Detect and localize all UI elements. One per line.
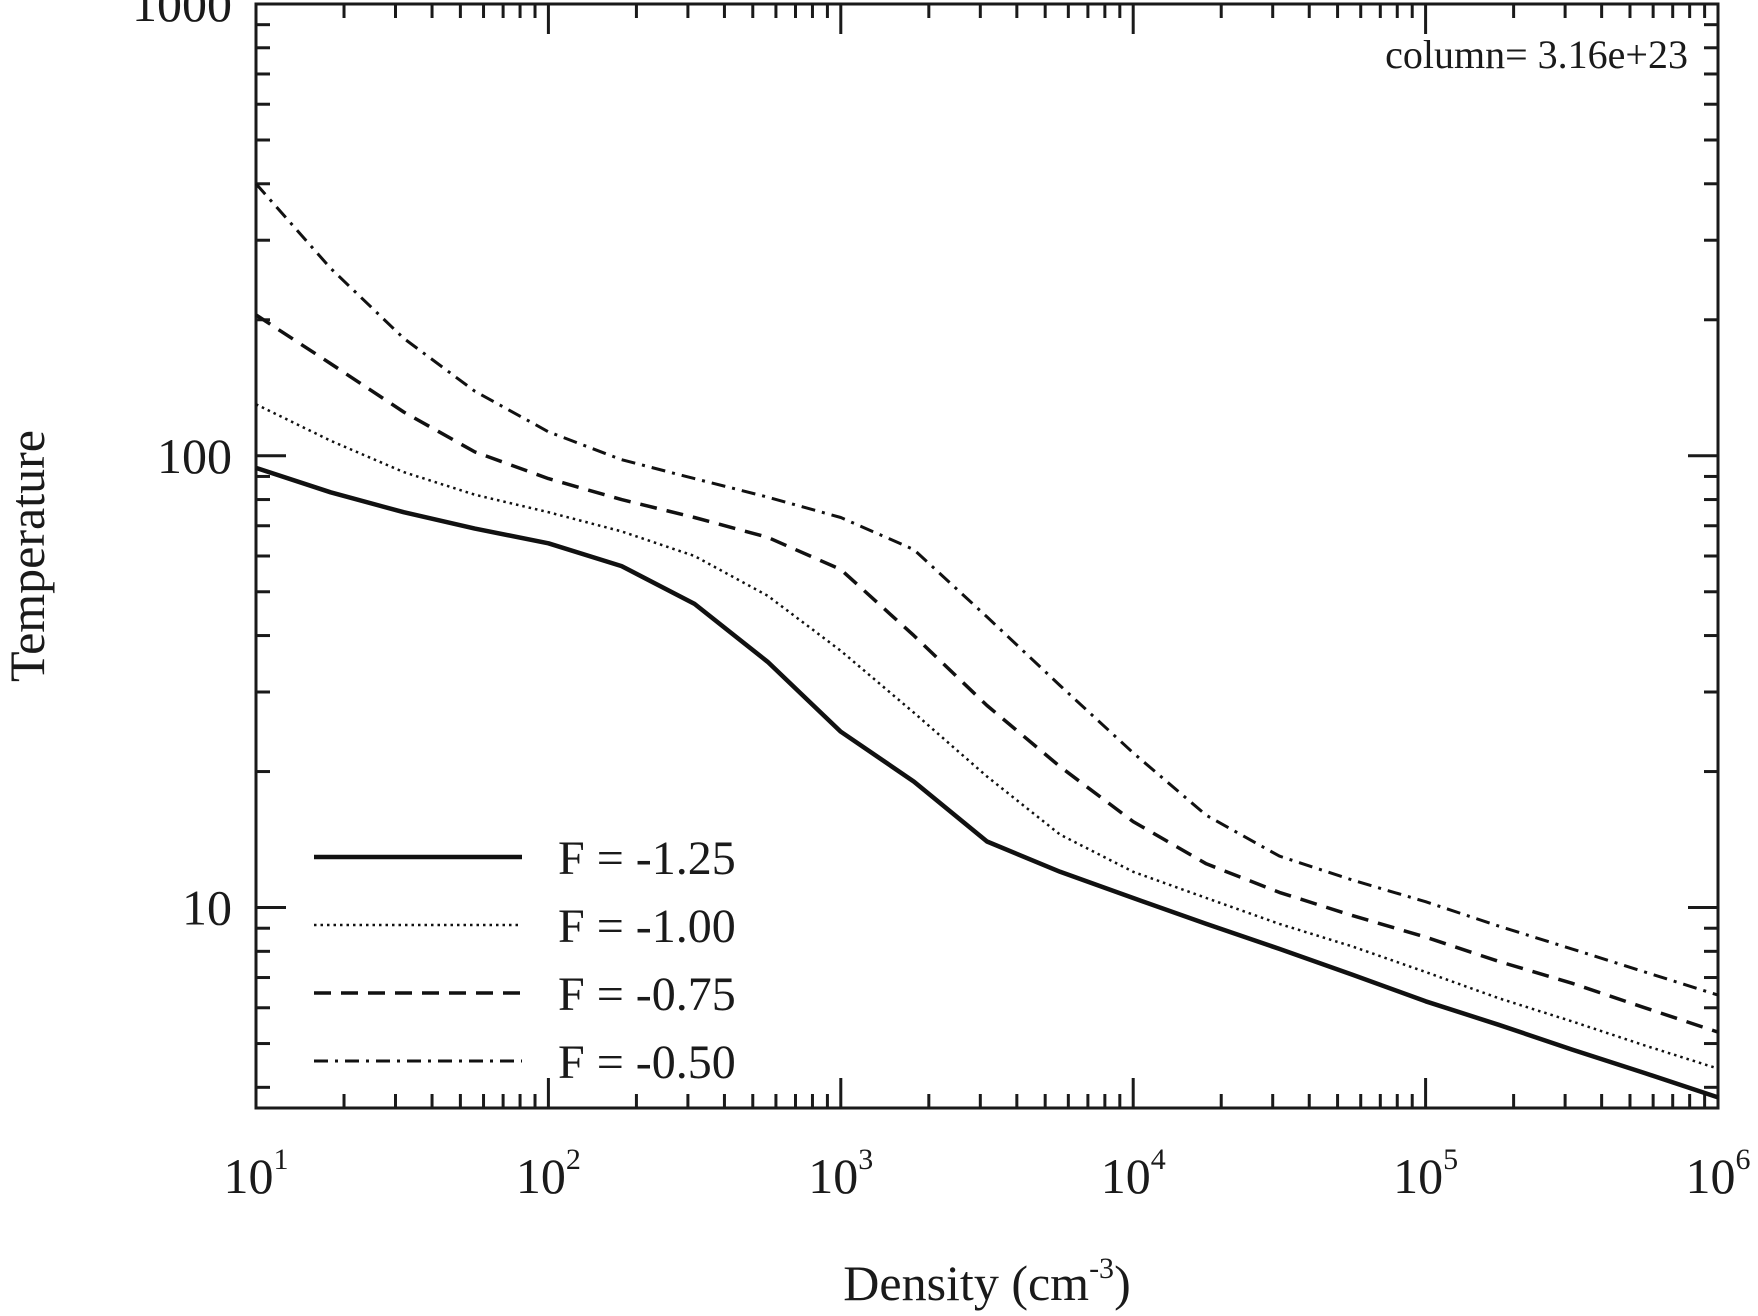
- x-tick-base: 10: [1686, 1148, 1736, 1204]
- y-tick-label: 10: [182, 880, 232, 936]
- x-tick-exponent: 5: [1443, 1143, 1458, 1176]
- minor-ticks: [256, 4, 1718, 1108]
- annotation-column: column= 3.16e+23: [1385, 32, 1688, 77]
- series-line-1: [255, 465, 1719, 1100]
- legend-label-2: F = -1.00: [558, 900, 736, 953]
- x-tick-label: 105: [1393, 1143, 1458, 1204]
- y-axis-title: Temperature: [0, 430, 55, 682]
- x-tick-exponent: 4: [1151, 1143, 1166, 1176]
- plot-frame: [254, 2, 1720, 1110]
- x-axis-title: Density (cm-3): [843, 1252, 1130, 1311]
- x-tick-label: 102: [516, 1143, 581, 1204]
- x-tick-label: 104: [1101, 1143, 1166, 1204]
- legend: F = -1.25 F = -1.00 F = -0.75 F = -0.50: [314, 832, 736, 1089]
- x-tick-exponent: 3: [858, 1143, 873, 1176]
- legend-label-3: F = -0.75: [558, 968, 736, 1021]
- x-axis-title-text: Density (cm: [843, 1255, 1089, 1311]
- legend-label-4: F = -0.50: [558, 1036, 736, 1089]
- y-tick-label: 1000: [132, 0, 232, 32]
- x-tick-base: 10: [1101, 1148, 1151, 1204]
- legend-label-1: F = -1.25: [558, 832, 736, 885]
- x-tick-base: 10: [808, 1148, 858, 1204]
- series-line-4: [254, 182, 1719, 997]
- x-tick-label: 106: [1686, 1143, 1751, 1204]
- x-tick-exponent: 6: [1736, 1143, 1751, 1176]
- x-tick-label: 101: [224, 1143, 289, 1204]
- x-tick-base: 10: [224, 1148, 274, 1204]
- x-tick-exponent: 2: [566, 1143, 581, 1176]
- series-lines: [254, 182, 1719, 1100]
- y-tick-label: 100: [157, 428, 232, 484]
- x-tick-exponent: 1: [274, 1143, 289, 1176]
- series-line-3: [255, 313, 1719, 1034]
- x-axis-title-close: ): [1114, 1255, 1131, 1311]
- x-axis-title-sup: -3: [1089, 1252, 1114, 1285]
- x-tick-base: 10: [516, 1148, 566, 1204]
- x-tick-base: 10: [1393, 1148, 1443, 1204]
- major-ticks: [254, 2, 1720, 1108]
- x-tick-label: 103: [808, 1143, 873, 1204]
- series-line-2: [255, 403, 1719, 1070]
